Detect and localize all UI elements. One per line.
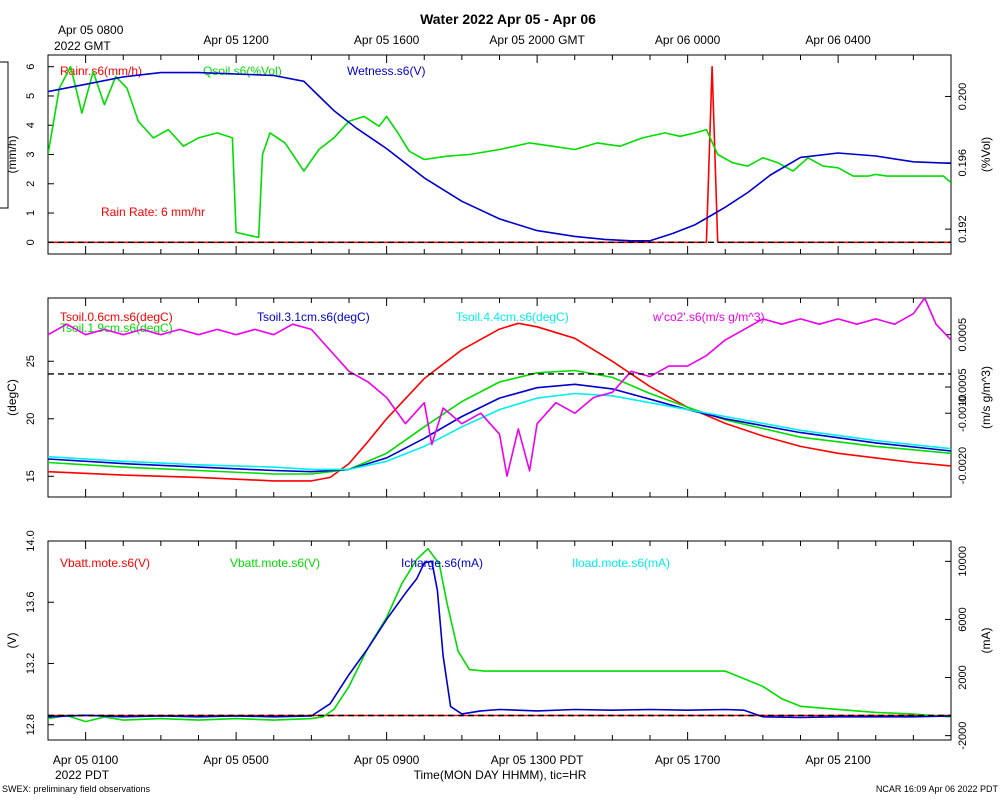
y-right-tick-label: 6000 bbox=[957, 607, 969, 631]
y-left-tick-label: 3 bbox=[25, 151, 37, 157]
gmt-tick-label: Apr 05 1600 bbox=[354, 33, 420, 47]
y-right-tick-label: 0.200 bbox=[957, 83, 969, 111]
pdt-tick-label: Apr 05 0900 bbox=[354, 753, 420, 767]
gmt-start-label-line1: Apr 05 0800 bbox=[58, 23, 124, 37]
y-left-tick-label: 12.8 bbox=[25, 714, 37, 735]
series-line bbox=[48, 65, 951, 244]
y-left-tick-label: 0 bbox=[25, 239, 37, 245]
legend-entry: Tsoil.1.9cm.s6(degC) bbox=[60, 321, 173, 335]
panel-battery-current: 12.8 13.2 13.6 14.0 -2000 2000 6000 10000 (V) (mA… bbox=[5, 530, 993, 749]
y-right-tick-label: 0.196 bbox=[957, 149, 969, 177]
y-right-axis-label: (mA) bbox=[979, 628, 993, 654]
series-line bbox=[48, 322, 951, 482]
year-label: 2022 PDT bbox=[55, 768, 110, 782]
gmt-tick-label: Apr 06 0400 bbox=[805, 33, 871, 47]
y-right-tick-label: 0.192 bbox=[957, 215, 969, 243]
series-line bbox=[48, 71, 951, 242]
y-left-tick-label: 13.2 bbox=[25, 653, 37, 674]
legend-entry: Tsoil.0.6cm.s6(degC) bbox=[60, 310, 173, 324]
footer-note-right: NCAR 16:09 Apr 06 2022 PDT bbox=[876, 784, 999, 794]
pdt-tick-label: Apr 05 1300 PDT bbox=[491, 753, 584, 767]
y-left-tick-label: 5 bbox=[25, 93, 37, 99]
y-left-tick-label: 6 bbox=[25, 64, 37, 70]
gmt-tick-label: Apr 05 2000 GMT bbox=[489, 33, 585, 47]
series-line bbox=[48, 560, 951, 719]
legend-entry: Rainr.s6(mm/h) bbox=[60, 64, 142, 78]
series-line bbox=[48, 65, 951, 239]
y-right-tick-label: -0.0020 bbox=[957, 447, 969, 484]
y-right-tick-label: -0.0010 bbox=[957, 395, 969, 432]
x-axis-label: Time(MON DAY HHMM), tic=HR bbox=[414, 768, 587, 782]
legend-entry: w'co2'.s6(m/s g/m^3) bbox=[652, 310, 765, 324]
y-right-tick-label: 2000 bbox=[957, 665, 969, 689]
pdt-tick-label: Apr 05 0100 bbox=[53, 753, 119, 767]
pdt-tick-label: Apr 05 1700 bbox=[655, 753, 721, 767]
y-left-axis-label: (mm/h) bbox=[5, 136, 19, 174]
y-left-tick-label: 15 bbox=[25, 470, 37, 482]
panel-rain-soil-wetness: 0 1 2 3 4 5 6 0.192 0.196 0.200 (mm/h) (%Vol) Rainr.… bbox=[5, 54, 993, 255]
series-line bbox=[48, 298, 951, 477]
y-left-tick-label: 14.0 bbox=[25, 530, 37, 551]
pdt-tick-labels: Apr 05 0100 Apr 05 0500 Apr 05 0900 Apr 05 … bbox=[53, 753, 871, 767]
y-left-tick-label: 1 bbox=[25, 210, 37, 216]
y-right-tick-label: -0.0005 bbox=[957, 368, 969, 405]
panel-soil-temperature-flux: 15 20 25 -0.0020 -0.0010-0.0005 0.0005 (degC) (… bbox=[5, 297, 993, 498]
y-left-axis-label: (degC) bbox=[5, 379, 19, 416]
y-right-axis-label: (m/s g/m^3) bbox=[979, 366, 993, 429]
footer-note-left: SWEX: preliminary field observations bbox=[2, 784, 151, 794]
legend-entry: Vbatt.mote.s6(V) bbox=[60, 556, 150, 570]
gmt-tick-label: Apr 06 0000 bbox=[655, 33, 721, 47]
y-left-tick-label: 4 bbox=[25, 122, 37, 128]
plot-frame bbox=[47, 54, 952, 255]
legend-entry: Tsoil.3.1cm.s6(degC) bbox=[257, 310, 370, 324]
series-line bbox=[48, 369, 951, 475]
y-right-tick-label: 0.0005 bbox=[957, 318, 969, 352]
chart-title: Water 2022 Apr 05 - Apr 06 bbox=[420, 11, 596, 27]
left-edge-bracket bbox=[0, 61, 9, 209]
gmt-start-label-line2: 2022 GMT bbox=[54, 39, 111, 53]
rain-rate-annotation: Rain Rate: 6 mm/hr bbox=[101, 205, 205, 219]
y-right-axis-label: (%Vol) bbox=[979, 137, 993, 172]
pdt-tick-label: Apr 05 2100 bbox=[805, 753, 871, 767]
pdt-tick-label: Apr 05 0500 bbox=[203, 753, 269, 767]
legend-entry: Vbatt.mote.s6(V) bbox=[230, 556, 320, 570]
y-left-axis-label: (V) bbox=[5, 633, 19, 649]
series-line bbox=[48, 383, 951, 473]
legend-entry: Wetness.s6(V) bbox=[347, 64, 425, 78]
y-left-tick-label: 25 bbox=[25, 355, 37, 367]
y-right-tick-label: -2000 bbox=[957, 722, 969, 750]
legend-entry: Icharge.s6(mA) bbox=[401, 556, 483, 570]
y-right-tick-label: 10000 bbox=[957, 546, 969, 577]
legend-entry: Tsoil.4.4cm.s6(degC) bbox=[456, 310, 569, 324]
y-left-tick-label: 13.6 bbox=[25, 592, 37, 613]
y-left-tick-label: 2 bbox=[25, 181, 37, 187]
series-line bbox=[48, 392, 951, 471]
series-line bbox=[48, 547, 951, 723]
legend-entry: Iload.mote.s6(mA) bbox=[572, 556, 670, 570]
gmt-tick-labels: Apr 05 1200 Apr 05 1600 Apr 05 2000 GMT Apr… bbox=[203, 33, 871, 47]
gmt-tick-label: Apr 05 1200 bbox=[203, 33, 269, 47]
y-left-tick-label: 20 bbox=[25, 413, 37, 425]
